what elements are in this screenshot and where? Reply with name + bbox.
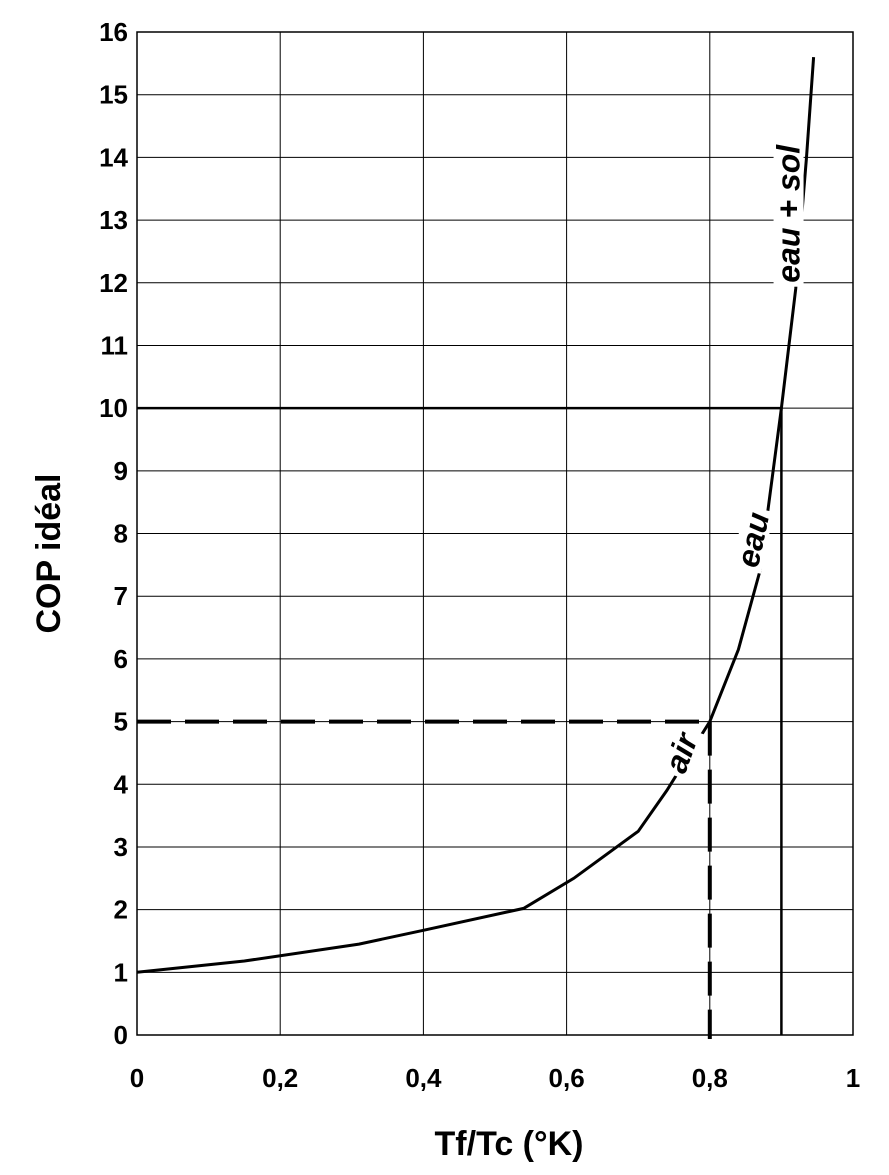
cop-curve	[136, 56, 816, 974]
annotation-label: eau + sol	[771, 144, 807, 283]
x-tick-label: 0,6	[549, 1063, 585, 1093]
y-tick-label: 1	[114, 957, 128, 987]
x-tick-label: 0,4	[405, 1063, 442, 1093]
y-tick-label: 5	[114, 707, 128, 737]
annotation-background	[773, 139, 804, 287]
x-tick-label: 1	[846, 1063, 860, 1093]
y-tick-label: 3	[114, 832, 128, 862]
curve-annotations: air eau eau + sol	[658, 139, 807, 781]
x-tick-label: 0,2	[262, 1063, 298, 1093]
y-tick-label: 10	[99, 393, 128, 423]
y-tick-label: 16	[99, 17, 128, 47]
curve-annotation: air	[658, 724, 705, 781]
y-tick-label: 8	[114, 519, 128, 549]
annotation-label: eau	[729, 509, 776, 570]
y-tick-label: 13	[99, 205, 128, 235]
x-tick-label: 0,8	[692, 1063, 728, 1093]
x-tick-label: 0	[130, 1063, 144, 1093]
y-tick-label: 15	[99, 80, 128, 110]
reference-lines	[137, 406, 783, 1039]
x-tick-labels: 0 0,2 0,4 0,6 0,8 1	[130, 1063, 860, 1093]
curve-annotation: eau	[729, 505, 776, 574]
y-tick-label: 14	[99, 142, 128, 172]
y-tick-label: 6	[114, 644, 128, 674]
annotation-background	[731, 505, 774, 574]
annotation-background	[659, 724, 704, 781]
x-axis-title: Tf/Tc (°K)	[435, 1125, 584, 1163]
y-tick-label: 4	[114, 769, 129, 799]
y-tick-label: 11	[101, 330, 129, 360]
curve-annotation: eau + sol	[771, 139, 807, 287]
y-tick-label: 7	[114, 581, 128, 611]
y-tick-label: 9	[114, 456, 128, 486]
y-tick-label: 0	[114, 1020, 128, 1050]
y-tick-label: 2	[114, 895, 128, 925]
y-axis-title: COP idéal	[30, 474, 68, 634]
y-tick-label: 12	[99, 268, 128, 298]
plot-frame	[136, 31, 854, 1036]
